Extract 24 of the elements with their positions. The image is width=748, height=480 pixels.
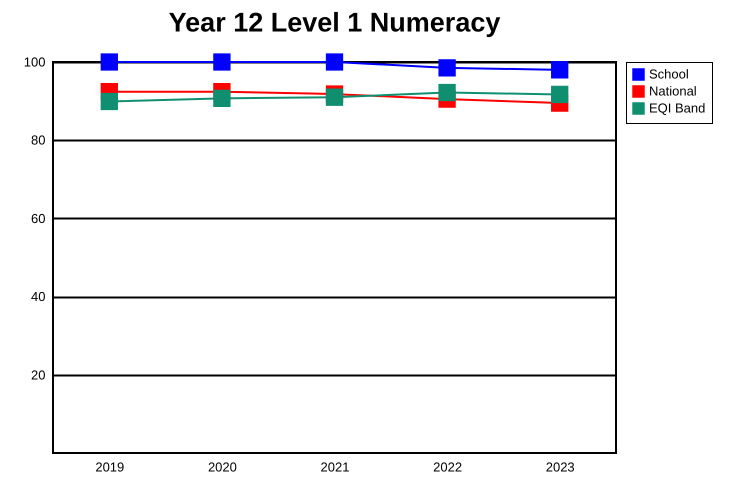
y-tick-label: 20 — [31, 367, 46, 382]
point — [438, 59, 456, 77]
x-tick-label: 2020 — [208, 460, 237, 474]
x-tick-label: 2023 — [546, 460, 575, 474]
legend-label: School — [649, 66, 689, 82]
legend-label: EQI Band — [649, 100, 706, 116]
y-tick-label: 80 — [31, 132, 46, 148]
point — [100, 92, 118, 110]
legend-label: National — [649, 84, 697, 98]
y-tick-label: 100 — [24, 54, 46, 70]
x-tick-label: 2019 — [95, 460, 124, 474]
point — [326, 53, 344, 71]
point — [326, 88, 344, 106]
point — [213, 53, 231, 71]
chart-title: Year 12 Level 1 Numeracy — [168, 7, 500, 38]
point — [213, 90, 231, 108]
point — [551, 61, 568, 78]
point — [551, 86, 568, 104]
point — [100, 53, 118, 71]
point — [438, 84, 456, 102]
x-tick-label: 2021 — [320, 460, 350, 474]
y-tick-label: 40 — [31, 289, 46, 304]
y-tick-label: 60 — [31, 210, 46, 226]
x-tick-label: 2022 — [433, 460, 462, 474]
